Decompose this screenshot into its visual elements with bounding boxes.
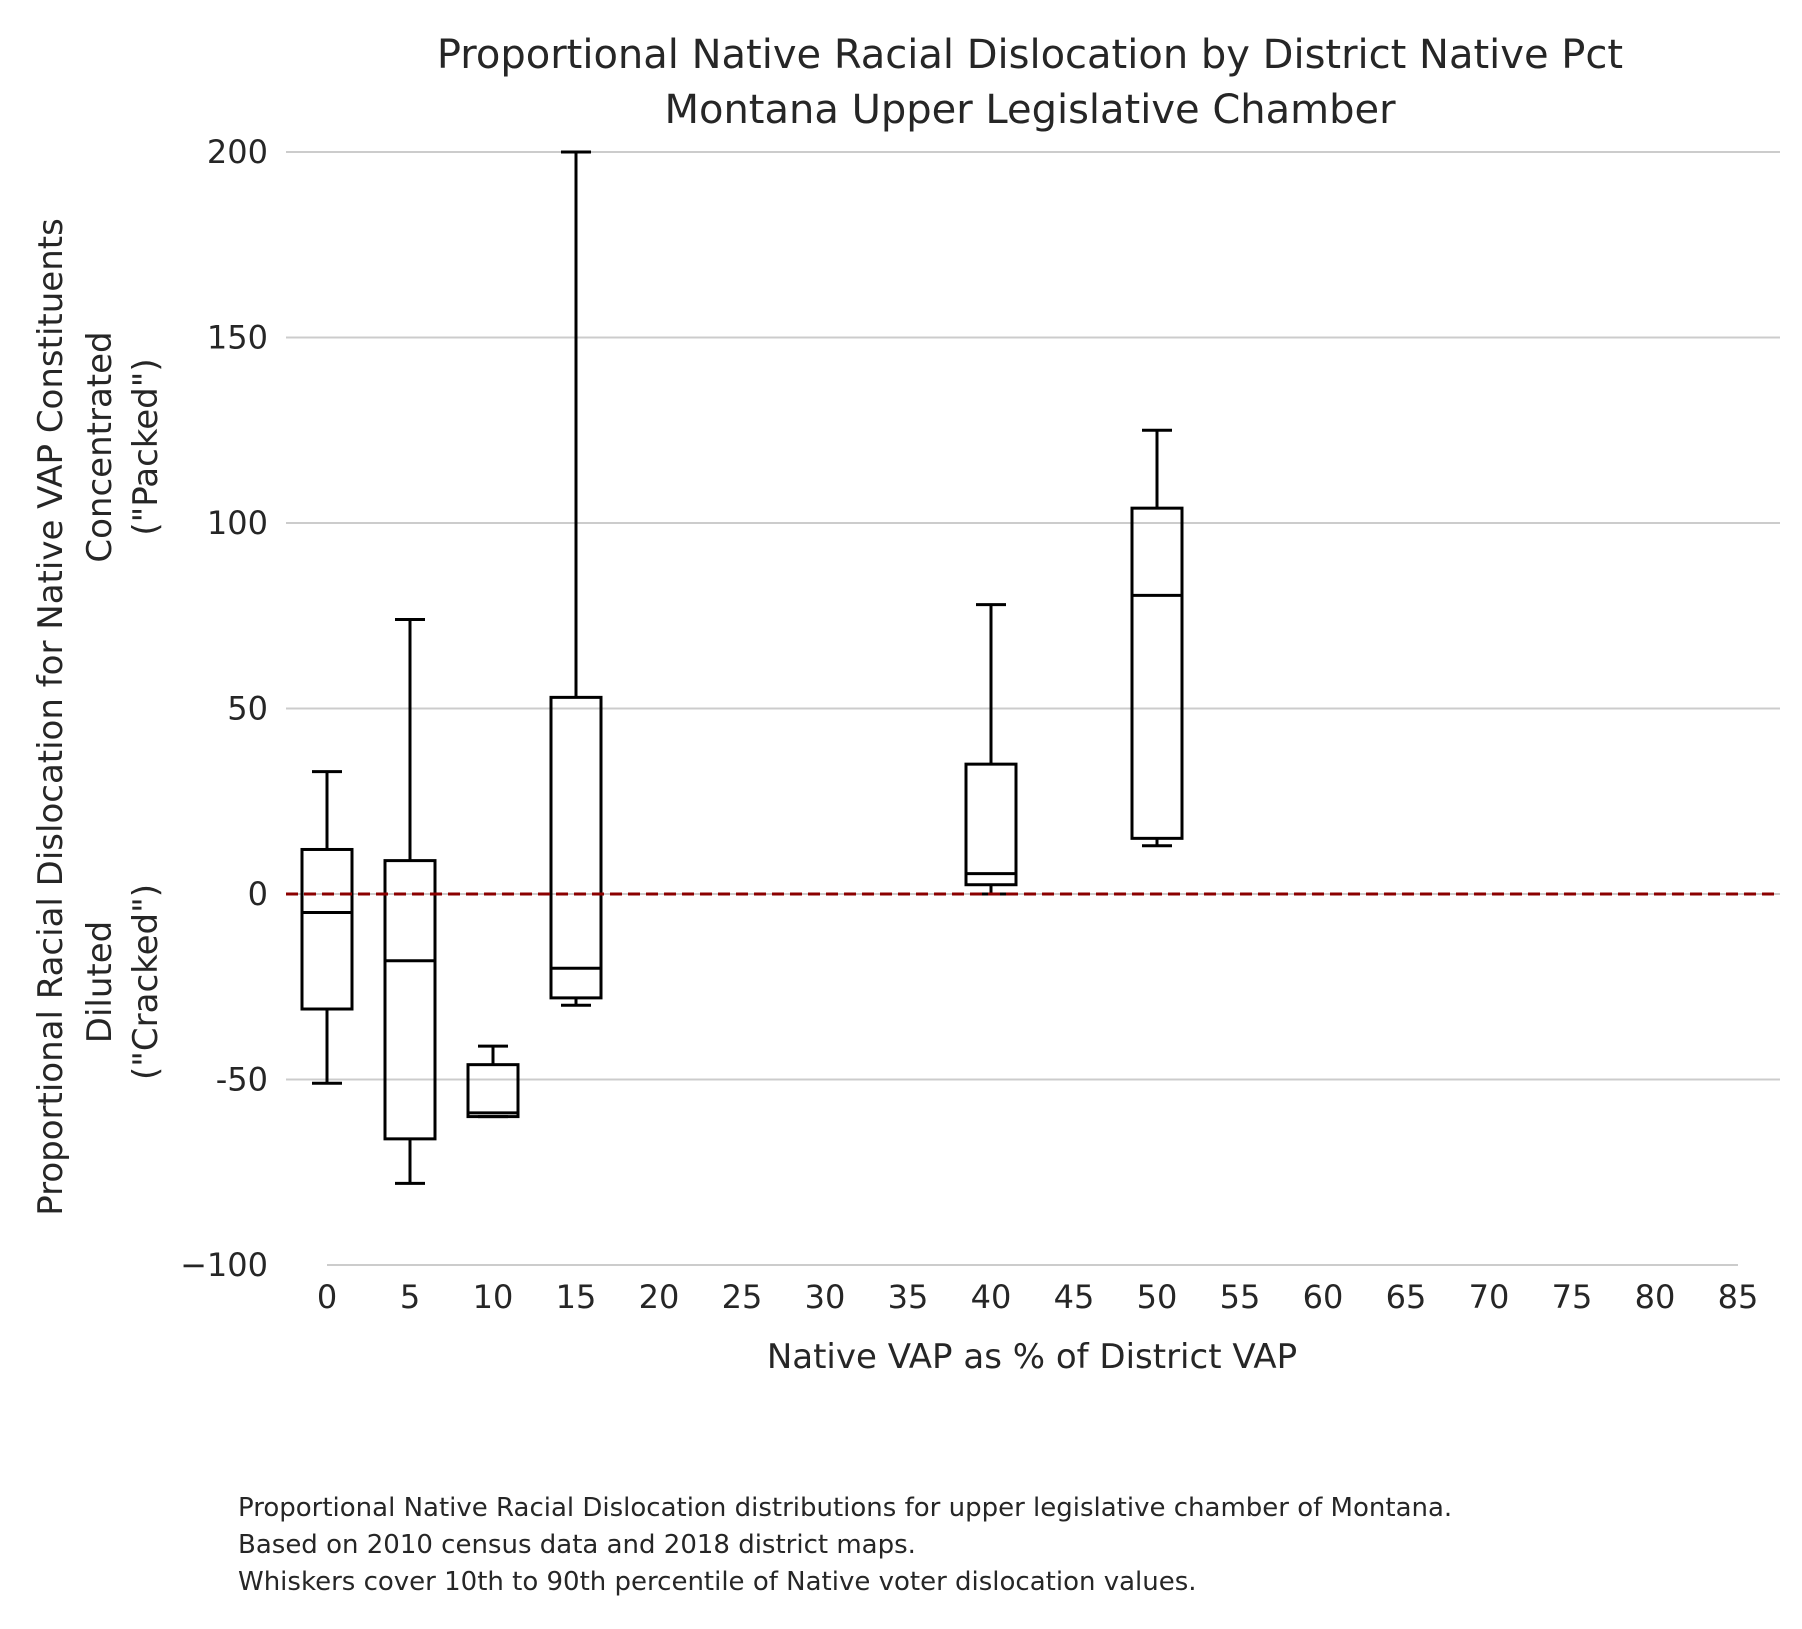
x-tick-label: 40	[971, 1278, 1012, 1316]
chart-title-line-1: Proportional Native Racial Dislocation b…	[437, 32, 1623, 78]
box-50	[1130, 428, 1184, 848]
box-5	[383, 617, 437, 1185]
x-tick-label: 50	[1137, 1278, 1178, 1316]
box-40	[964, 603, 1018, 896]
x-tick-label: 75	[1552, 1278, 1593, 1316]
caption-line: Proportional Native Racial Dislocation d…	[238, 1493, 1453, 1523]
y-axis-title-main: Proportional Racial Dislocation for Nati…	[31, 218, 71, 1216]
x-tick-label: 65	[1386, 1278, 1427, 1316]
box-iqr	[466, 1063, 520, 1119]
x-tick-label: 30	[805, 1278, 846, 1316]
x-tick-label: 80	[1635, 1278, 1676, 1316]
y-tick-label: 0	[248, 875, 268, 913]
x-axis-tick-labels: 0 5 10 15 20 25 30 35 40 45 50 55 60 65 70 75 80 85	[317, 1278, 1759, 1316]
box-15	[549, 150, 603, 1007]
boxes	[300, 150, 1184, 1185]
x-tick-label: 45	[1054, 1278, 1095, 1316]
x-tick-label: 85	[1718, 1278, 1759, 1316]
y-tick-label: -50	[216, 1061, 268, 1099]
x-tick-label: 0	[317, 1278, 337, 1316]
x-tick-label: 35	[888, 1278, 929, 1316]
chart-title-line-2: Montana Upper Legislative Chamber	[664, 87, 1396, 133]
caption-line: Whiskers cover 10th to 90th percentile o…	[238, 1567, 1197, 1597]
x-tick-label: 25	[722, 1278, 763, 1316]
x-tick-label: 60	[1303, 1278, 1344, 1316]
x-tick-label: 5	[400, 1278, 420, 1316]
y-axis-title-cracked: ("Cracked")	[126, 884, 166, 1080]
y-axis-title: Proportional Racial Dislocation for Nati…	[31, 218, 166, 1216]
y-axis-title-concentrated: Concentrated	[80, 331, 120, 562]
y-axis-title-diluted: Diluted	[80, 921, 120, 1043]
x-tick-label: 70	[1469, 1278, 1510, 1316]
box-iqr	[964, 762, 1018, 887]
box-10	[466, 1044, 520, 1119]
y-axis-tick-labels: 200 150 100 50 0 -50 −100	[180, 133, 268, 1284]
figure-caption: Proportional Native Racial Dislocation d…	[238, 1490, 1738, 1601]
box-iqr	[1130, 506, 1184, 840]
box-0	[300, 770, 354, 1085]
y-tick-label: 200	[207, 133, 268, 171]
x-tick-label: 55	[1220, 1278, 1261, 1316]
x-tick-label: 20	[639, 1278, 680, 1316]
box-iqr	[383, 859, 437, 1141]
y-tick-label: 150	[207, 319, 268, 357]
y-gridlines	[286, 151, 1780, 1081]
box-iqr	[300, 847, 354, 1011]
y-tick-label: 50	[227, 690, 268, 728]
caption-line: Based on 2010 census data and 2018 distr…	[238, 1530, 916, 1560]
y-axis-title-packed: ("Packed")	[126, 358, 166, 535]
y-tick-label: 100	[207, 504, 268, 542]
y-tick-label: −100	[180, 1246, 268, 1284]
box-iqr	[549, 695, 603, 1000]
x-tick-label: 15	[556, 1278, 597, 1316]
x-tick-label: 10	[473, 1278, 514, 1316]
x-axis-title: Native VAP as % of District VAP	[767, 1337, 1297, 1377]
